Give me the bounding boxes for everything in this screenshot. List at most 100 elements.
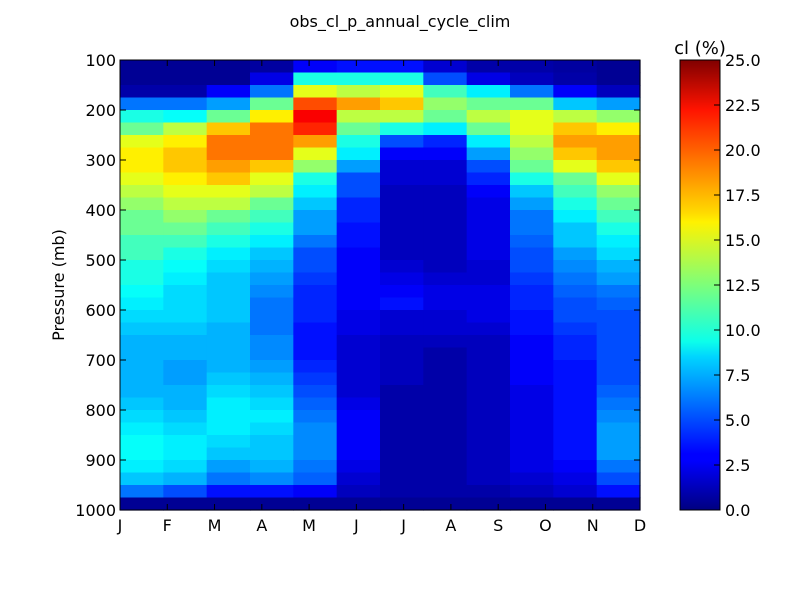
heatmap-cell xyxy=(466,310,511,324)
heatmap-cell xyxy=(293,485,338,499)
heatmap-cell xyxy=(466,335,511,349)
heatmap-cell xyxy=(163,497,208,511)
heatmap-cell xyxy=(510,110,554,124)
heatmap-cell xyxy=(163,322,208,336)
heatmap-cell xyxy=(510,397,554,411)
heatmap-cell xyxy=(163,422,208,436)
x-tick-label: J xyxy=(117,516,123,535)
x-tick-label: A xyxy=(445,516,456,535)
heatmap-cell xyxy=(596,235,641,249)
heatmap-cell xyxy=(380,272,424,286)
heatmap-cell xyxy=(380,322,424,336)
x-tick-label: A xyxy=(256,516,267,535)
heatmap-cell xyxy=(466,260,511,274)
heatmap-cell xyxy=(163,147,208,161)
heatmap-cell xyxy=(553,385,598,399)
heatmap-cell xyxy=(423,185,468,199)
heatmap-cell xyxy=(293,197,338,211)
heatmap-cell xyxy=(596,472,641,486)
heatmap-cell xyxy=(336,260,381,274)
heatmap-cell xyxy=(336,397,381,411)
heatmap-cell xyxy=(380,285,424,299)
heatmap-cell xyxy=(510,185,554,199)
heatmap-cell xyxy=(553,322,598,336)
heatmap-cell xyxy=(120,485,164,499)
heatmap-cell xyxy=(293,210,338,224)
heatmap-cell xyxy=(250,435,294,449)
heatmap-cell xyxy=(596,410,641,424)
heatmap-cell xyxy=(336,135,381,149)
heatmap-cell xyxy=(120,97,164,111)
heatmap-cell xyxy=(553,135,598,149)
heatmap-cell xyxy=(336,160,381,174)
heatmap-cell xyxy=(206,85,251,99)
heatmap-cell xyxy=(293,122,338,136)
heatmap-cell xyxy=(163,122,208,136)
heatmap-cell xyxy=(163,135,208,149)
heatmap-cell xyxy=(380,435,424,449)
heatmap-cell xyxy=(163,410,208,424)
heatmap-cell xyxy=(163,460,208,474)
y-tick-label: 500 xyxy=(85,251,116,270)
heatmap-cell xyxy=(423,272,468,286)
heatmap-cell xyxy=(163,447,208,461)
heatmap-cell xyxy=(206,247,251,261)
heatmap-cell xyxy=(206,210,251,224)
heatmap-cell xyxy=(380,147,424,161)
heatmap-cell xyxy=(120,272,164,286)
heatmap-cell xyxy=(120,60,164,74)
colorbar-tick-label: 17.5 xyxy=(725,186,761,205)
heatmap-cell xyxy=(293,347,338,361)
heatmap-cell xyxy=(120,472,164,486)
heatmap-cell xyxy=(336,460,381,474)
heatmap-cell xyxy=(553,485,598,499)
heatmap-cell xyxy=(553,310,598,324)
heatmap-cell xyxy=(163,285,208,299)
heatmap-cell xyxy=(596,172,641,186)
heatmap-cell xyxy=(423,472,468,486)
heatmap-cell xyxy=(336,485,381,499)
heatmap-cell xyxy=(250,110,294,124)
heatmap-cell xyxy=(423,135,468,149)
heatmap-cell xyxy=(293,360,338,374)
heatmap-cell xyxy=(163,247,208,261)
heatmap-cell xyxy=(423,422,468,436)
heatmap-cell xyxy=(510,447,554,461)
heatmap-cell xyxy=(336,197,381,211)
heatmap-cell xyxy=(206,497,251,511)
heatmap-cell xyxy=(380,235,424,249)
heatmap-cell xyxy=(596,197,641,211)
heatmap-cell xyxy=(423,147,468,161)
heatmap-cell xyxy=(380,160,424,174)
heatmap-cell xyxy=(380,210,424,224)
heatmap-cell xyxy=(553,347,598,361)
heatmap-cell xyxy=(336,85,381,99)
x-tick-label: S xyxy=(493,516,503,535)
heatmap-cell xyxy=(380,185,424,199)
heatmap-cell xyxy=(553,447,598,461)
heatmap-cell xyxy=(163,335,208,349)
heatmap-cell xyxy=(553,60,598,74)
heatmap-cell xyxy=(120,285,164,299)
y-tick-label: 100 xyxy=(85,51,116,70)
heatmap-cell xyxy=(423,447,468,461)
heatmap-cell xyxy=(206,135,251,149)
colorbar-tick-label: 20.0 xyxy=(725,141,761,160)
heatmap-cell xyxy=(466,60,511,74)
heatmap-cell xyxy=(293,60,338,74)
heatmap-cell xyxy=(380,335,424,349)
heatmap-cell xyxy=(596,285,641,299)
heatmap-cell xyxy=(466,135,511,149)
colorbar-tick-label: 25.0 xyxy=(725,51,761,70)
heatmap-cell xyxy=(596,310,641,324)
heatmap-cell xyxy=(596,435,641,449)
heatmap-cell xyxy=(250,260,294,274)
heatmap-cell xyxy=(596,322,641,336)
heatmap-cell xyxy=(510,485,554,499)
heatmap-cell xyxy=(293,422,338,436)
heatmap-cell xyxy=(250,172,294,186)
heatmap-cell xyxy=(466,210,511,224)
x-tick-label: J xyxy=(353,516,359,535)
heatmap-cell xyxy=(250,460,294,474)
heatmap-cell xyxy=(466,185,511,199)
